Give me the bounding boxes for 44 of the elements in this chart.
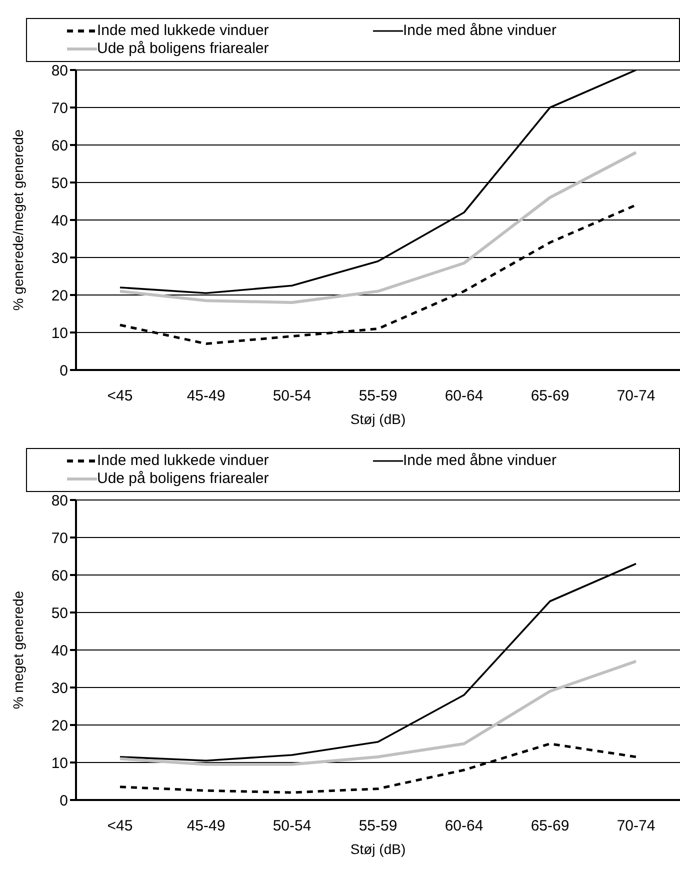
x-tick-label: 70-74	[616, 818, 656, 835]
y-tick-label: 30	[51, 680, 68, 697]
x-axis-title: Støj (dB)	[350, 841, 406, 857]
y-tick-label: 70	[51, 100, 68, 117]
x-tick-label: 50-54	[272, 388, 312, 405]
y-tick-label: 50	[51, 174, 68, 192]
legend-label: Inde med lukkede vinduer	[97, 22, 269, 40]
x-tick-label: <45	[107, 818, 133, 835]
y-axis-title: % generede/meget generede	[10, 129, 26, 311]
x-tick-label: 65-69	[530, 388, 570, 405]
line-series	[118, 660, 638, 766]
y-tick-label: 30	[51, 250, 68, 267]
legend-label: Inde med åbne vinduer	[403, 22, 556, 40]
y-tick-label: 10	[51, 324, 68, 342]
y-tick-label: 0	[60, 362, 68, 380]
x-tick-label: 55-59	[358, 818, 398, 835]
y-tick-label: 20	[51, 287, 68, 304]
x-tick-label: 50-54	[272, 818, 312, 835]
x-axis-title: Støj (dB)	[350, 411, 406, 427]
y-tick-label: 50	[51, 604, 68, 622]
legend-label: Inde med åbne vinduer	[403, 452, 556, 470]
x-tick-label: 70-74	[616, 388, 656, 405]
x-tick-label: 45-49	[186, 388, 226, 405]
legend-label: Ude på boligens friarealer	[97, 40, 269, 58]
y-tick-label: 80	[51, 62, 68, 80]
x-tick-label: 65-69	[530, 818, 570, 835]
legend-label: Ude på boligens friarealer	[97, 470, 269, 488]
y-tick-label: 70	[51, 530, 68, 547]
x-tick-label: 55-59	[358, 388, 398, 405]
y-tick-label: 80	[51, 492, 68, 510]
x-tick-label: 45-49	[186, 818, 226, 835]
line-series	[118, 151, 638, 304]
x-tick-label: 60-64	[444, 818, 484, 835]
y-tick-label: 60	[51, 567, 68, 584]
y-axis-title: % meget generede	[10, 590, 26, 710]
y-tick-label: 10	[51, 754, 68, 772]
x-tick-label: <45	[107, 388, 133, 405]
x-tick-label: 60-64	[444, 388, 484, 405]
y-tick-label: 0	[60, 792, 68, 810]
y-tick-label: 40	[51, 642, 68, 660]
y-tick-label: 20	[51, 717, 68, 734]
legend-label: Inde med lukkede vinduer	[97, 452, 269, 470]
y-tick-label: 40	[51, 212, 68, 230]
y-tick-label: 60	[51, 137, 68, 154]
